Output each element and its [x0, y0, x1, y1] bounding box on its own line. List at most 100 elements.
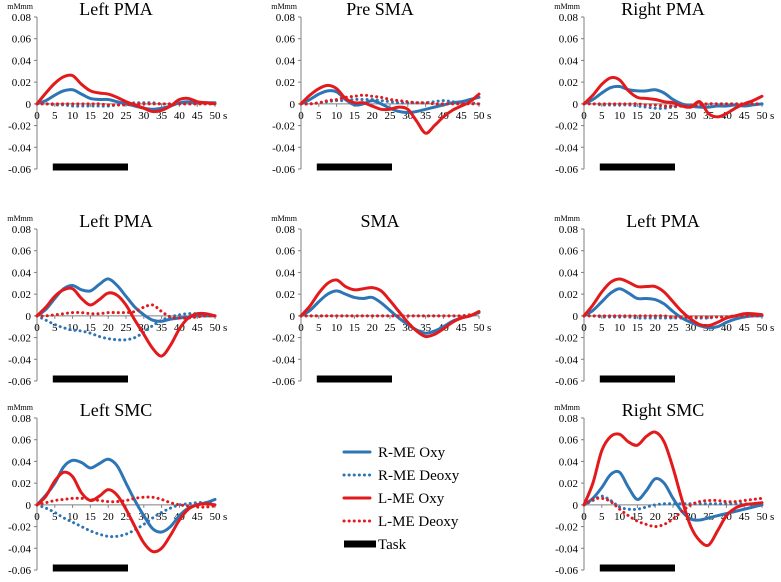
series-line-l-me-deoxy	[582, 102, 764, 108]
y-tick-label: 0.06	[559, 435, 579, 447]
x-tick-label: 15	[349, 110, 361, 122]
x-tick-label: 50	[757, 511, 769, 523]
y-tick-label: -0.04	[8, 354, 31, 366]
y-tick-label: 0.06	[12, 435, 32, 447]
legend-entry-l-me-oxy: L-ME Oxy	[342, 491, 445, 507]
series-line-r-me-deoxy	[299, 97, 481, 106]
x-tick-label: 40	[174, 110, 186, 122]
x-tick-label: 50	[210, 110, 222, 122]
x-tick-label: 25	[385, 322, 397, 334]
x-tick-label: 15	[632, 110, 644, 122]
y-tick-label: -0.04	[555, 543, 578, 555]
x-tick-label: 45	[739, 110, 751, 122]
series-line-l-me-oxy	[35, 286, 217, 358]
panel-title: Right SMC	[622, 400, 705, 420]
series-line-l-me-deoxy	[582, 314, 764, 319]
y-tick-label: 0	[26, 311, 32, 323]
x-tick-label: 15	[85, 110, 97, 122]
y-tick-label: -0.06	[272, 164, 295, 176]
x-tick-label: 20	[103, 511, 115, 523]
panel-title: Left PMA	[626, 211, 700, 231]
x-tick-label: 25	[668, 511, 680, 523]
x-tick-label: 25	[121, 110, 133, 122]
legend-entry-task: Task	[344, 537, 407, 553]
x-tick-label: 0	[581, 110, 587, 122]
y-tick-label: -0.06	[555, 376, 578, 388]
y-tick-label: 0.04	[559, 267, 579, 279]
y-tick-label: 0	[290, 311, 296, 323]
x-tick-label: 50	[474, 322, 486, 334]
y-tick-label: -0.04	[8, 142, 31, 154]
x-tick-label: 30	[138, 322, 150, 334]
chart-panel-1: Left PMAmMmm0.080.060.040.020-0.02-0.04-…	[7, 0, 227, 176]
y-tick-label: 0.02	[559, 478, 578, 490]
x-tick-label: 30	[685, 322, 697, 334]
y-tick-label: -0.06	[8, 376, 31, 388]
legend-entry-r-me-oxy: R-ME Oxy	[342, 445, 446, 461]
x-tick-label: 45	[456, 110, 468, 122]
panel-title: Right PMA	[621, 0, 705, 19]
y-unit-label: mMmm	[7, 2, 34, 11]
series-line-l-me-oxy	[299, 278, 481, 339]
y-tick-label: 0.06	[276, 34, 296, 46]
x-tick-label: 5	[316, 322, 322, 334]
panel-title: Left PMA	[79, 0, 153, 19]
x-tick-label: 10	[614, 511, 626, 523]
y-tick-label: 0	[573, 500, 579, 512]
x-tick-label: 20	[367, 322, 379, 334]
y-tick-label: 0	[573, 99, 579, 111]
legend-label: R-ME Oxy	[378, 445, 446, 461]
y-tick-label: 0.08	[276, 224, 296, 236]
y-tick-label: 0	[573, 311, 579, 323]
x-tick-label: 45	[192, 322, 204, 334]
y-unit-label: mMmm	[554, 403, 581, 412]
series-line-l-me-oxy	[582, 76, 764, 119]
x-tick-label: 50	[210, 511, 222, 523]
y-tick-label: -0.06	[272, 376, 295, 388]
y-tick-label: 0.06	[12, 34, 32, 46]
y-tick-label: 0	[26, 500, 32, 512]
y-tick-label: -0.02	[555, 522, 578, 534]
x-tick-label: 45	[456, 322, 468, 334]
y-tick-label: 0.04	[559, 456, 579, 468]
chart-panel-8: Right SMCmMmm0.080.060.040.020-0.02-0.04…	[554, 400, 774, 577]
x-tick-label: 5	[599, 110, 605, 122]
y-tick-label: -0.02	[272, 121, 295, 133]
y-tick-label: 0.08	[559, 12, 579, 24]
x-tick-label: 45	[739, 511, 751, 523]
y-tick-label: -0.02	[555, 121, 578, 133]
y-tick-label: -0.06	[555, 164, 578, 176]
y-tick-label: -0.06	[8, 565, 31, 577]
series-line-l-me-oxy	[582, 430, 764, 547]
y-tick-label: -0.04	[555, 354, 578, 366]
y-tick-label: 0.02	[559, 289, 578, 301]
legend-entry-r-me-deoxy: R-ME Deoxy	[342, 468, 460, 484]
x-tick-label: 35	[156, 511, 168, 523]
x-tick-label: 5	[52, 322, 58, 334]
x-tick-label: 45	[739, 322, 751, 334]
x-tick-label: 10	[331, 322, 343, 334]
y-unit-label: mMmm	[554, 2, 581, 11]
x-tick-label: 0	[34, 322, 40, 334]
panel-title: Left PMA	[79, 211, 153, 231]
y-unit-label: mMmm	[7, 214, 34, 223]
x-tick-label: 50	[474, 110, 486, 122]
series-line-l-me-deoxy	[35, 495, 217, 509]
panel-title: Left SMC	[80, 400, 153, 420]
series-line-r-me-oxy	[582, 287, 764, 330]
y-tick-label: 0.04	[276, 267, 296, 279]
x-tick-label: 35	[420, 110, 432, 122]
y-tick-label: 0.02	[276, 77, 295, 89]
x-tick-label: 25	[668, 322, 680, 334]
panels-layer: Left PMAmMmm0.080.060.040.020-0.02-0.04-…	[7, 0, 774, 577]
y-tick-label: 0.08	[559, 224, 579, 236]
x-tick-label: 50	[757, 110, 769, 122]
y-tick-label: 0.02	[559, 77, 578, 89]
y-tick-label: -0.04	[272, 354, 295, 366]
panel-title: SMA	[360, 211, 399, 231]
series-line-l-me-oxy	[35, 73, 217, 114]
x-axis-unit-label: s	[770, 110, 774, 122]
y-tick-label: -0.02	[272, 333, 295, 345]
x-tick-label: 30	[685, 511, 697, 523]
